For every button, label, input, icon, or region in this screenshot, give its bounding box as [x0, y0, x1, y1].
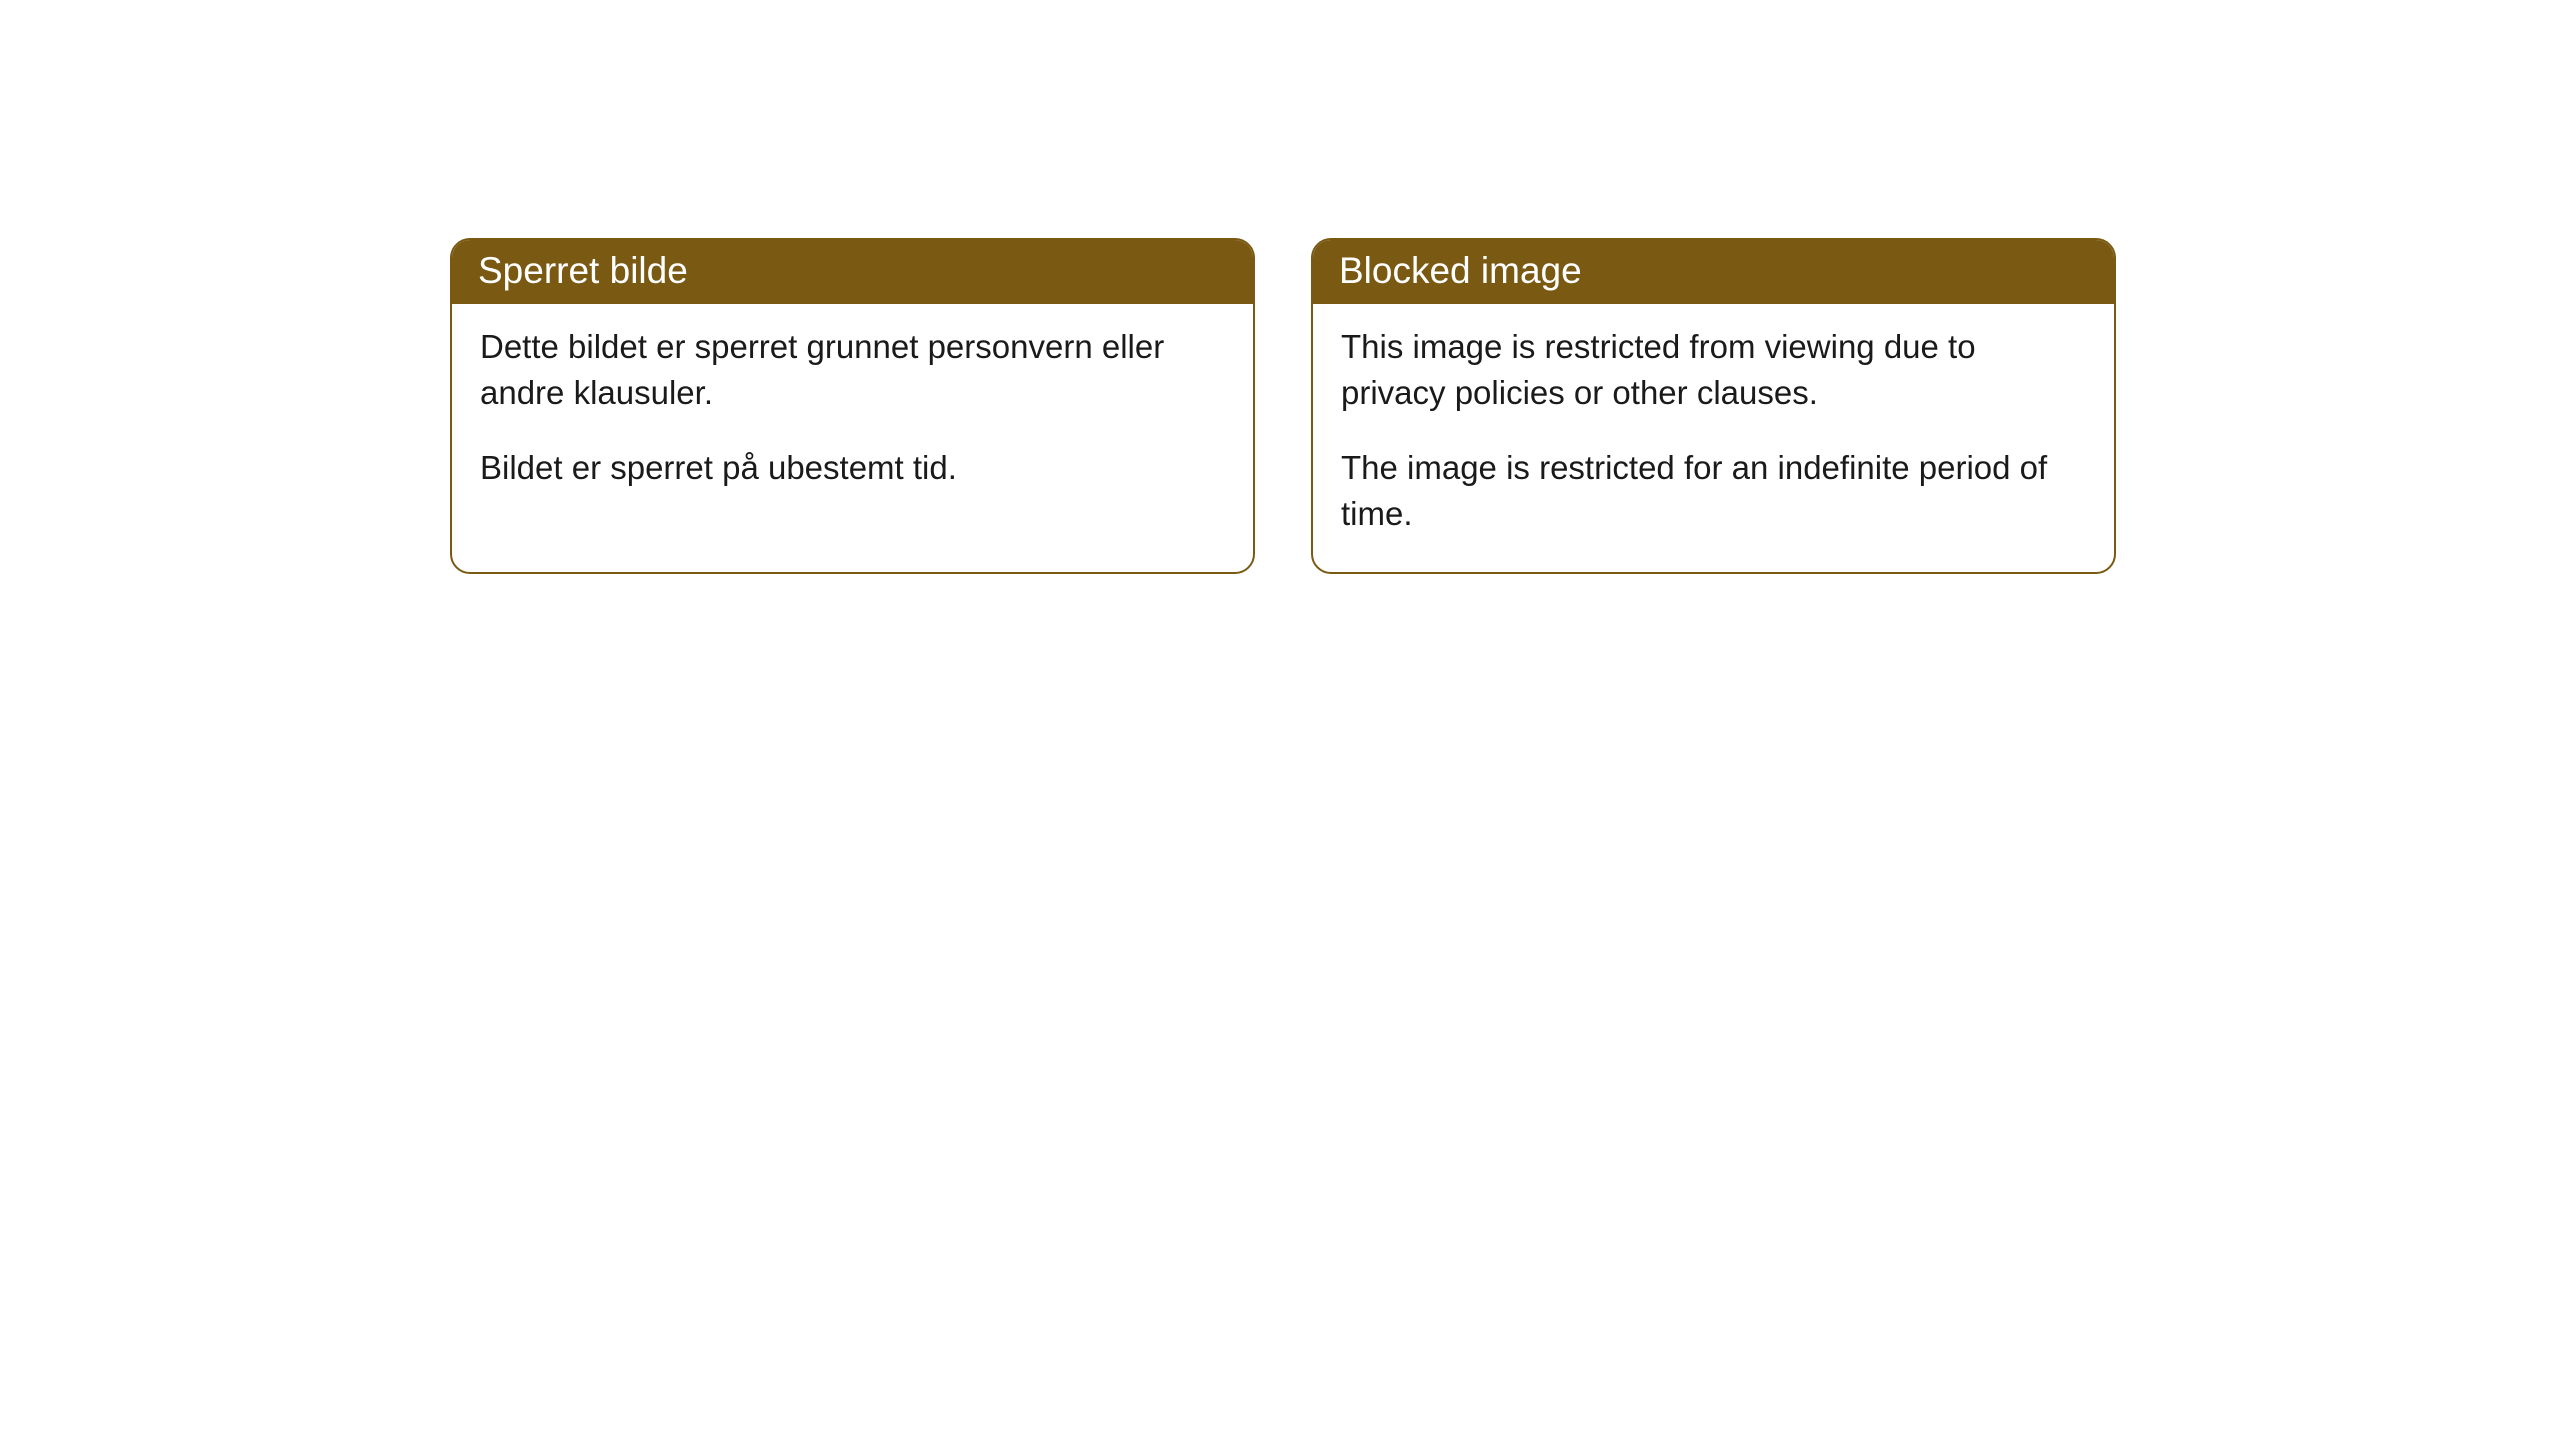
notice-header-english: Blocked image [1313, 240, 2114, 304]
notice-body-english: This image is restricted from viewing du… [1313, 304, 2114, 572]
notice-text-1-english: This image is restricted from viewing du… [1341, 324, 2086, 415]
notice-text-2-english: The image is restricted for an indefinit… [1341, 445, 2086, 536]
notice-card-english: Blocked image This image is restricted f… [1311, 238, 2116, 574]
notice-body-norwegian: Dette bildet er sperret grunnet personve… [452, 304, 1253, 527]
notice-text-2-norwegian: Bildet er sperret på ubestemt tid. [480, 445, 1225, 491]
notice-header-norwegian: Sperret bilde [452, 240, 1253, 304]
notice-container: Sperret bilde Dette bildet er sperret gr… [450, 238, 2116, 574]
notice-card-norwegian: Sperret bilde Dette bildet er sperret gr… [450, 238, 1255, 574]
notice-text-1-norwegian: Dette bildet er sperret grunnet personve… [480, 324, 1225, 415]
